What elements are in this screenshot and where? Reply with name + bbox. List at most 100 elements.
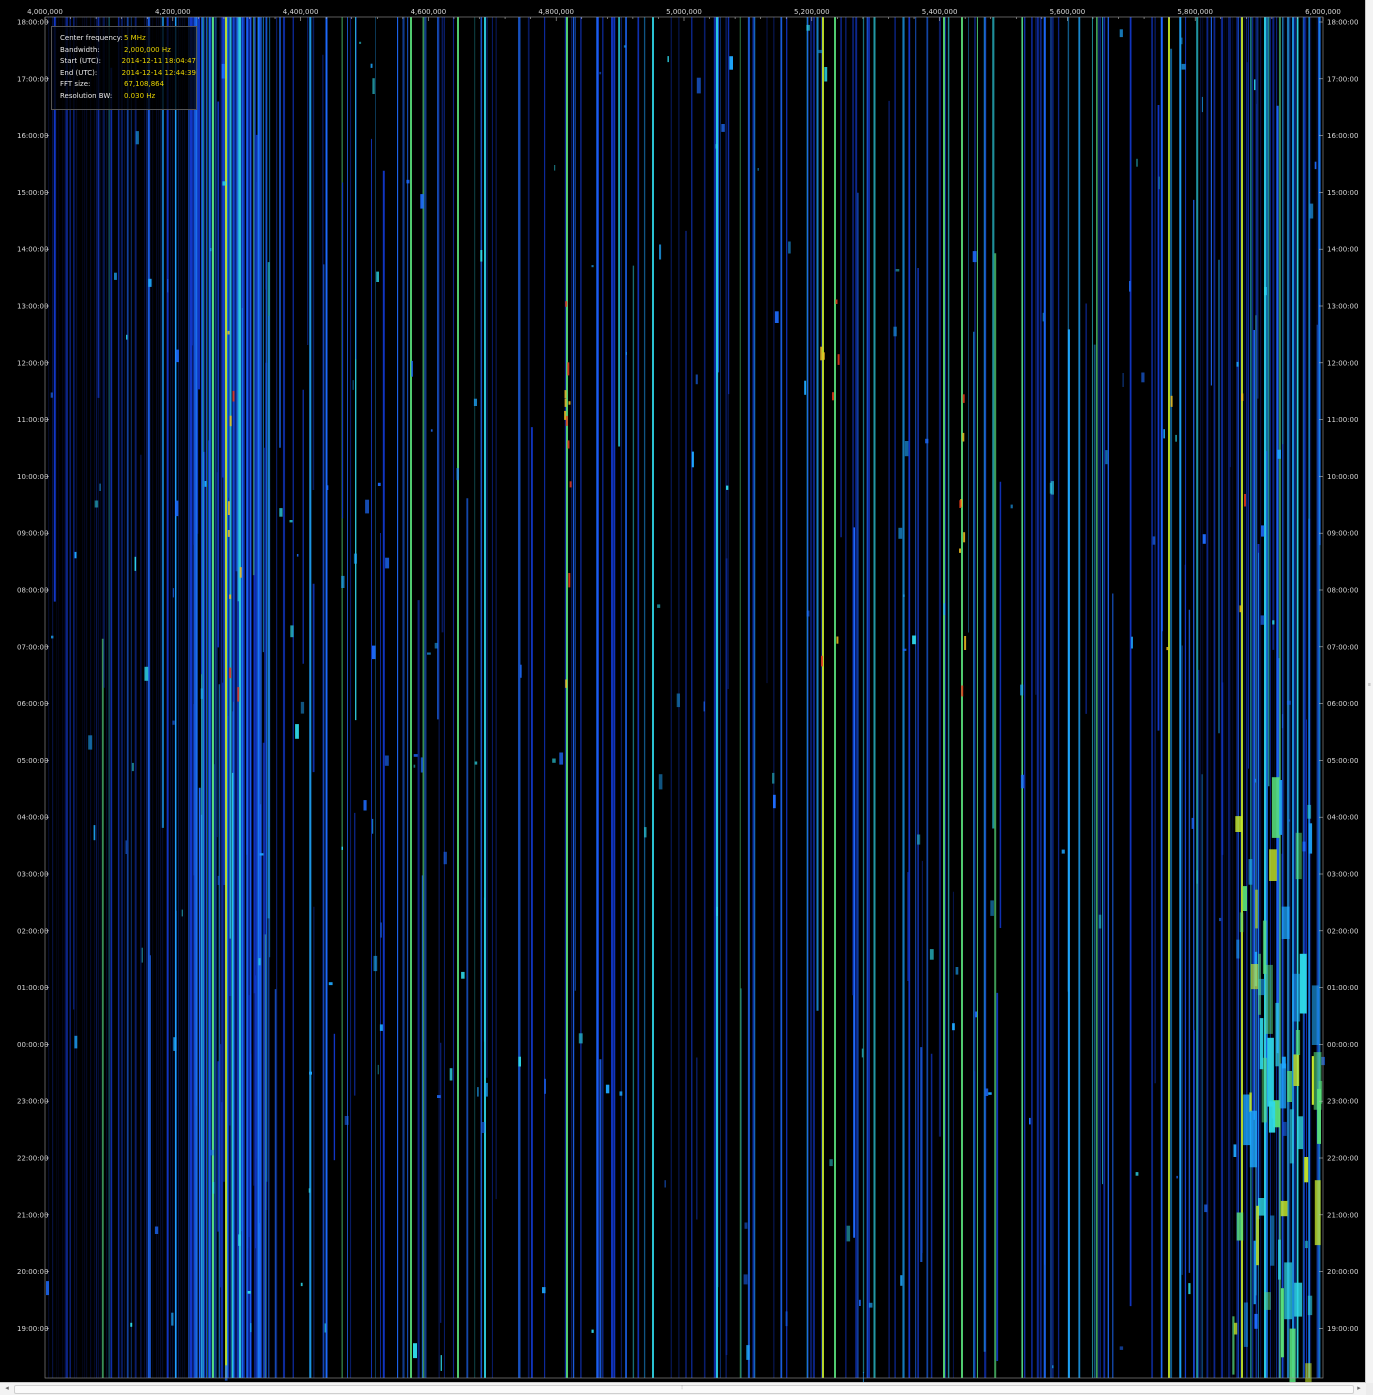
- signal-trace: [1294, 1282, 1303, 1317]
- info-value: 0.030 Hz: [124, 91, 156, 100]
- signal-trace: [1208, 17, 1210, 1378]
- signal-trace: [370, 63, 373, 68]
- horizontal-scrollbar[interactable]: ◂ ⦙ ▸: [0, 1382, 1366, 1395]
- signal-trace: [1244, 17, 1246, 1378]
- time-tick-label-left: 17:00:00: [17, 75, 48, 83]
- signal-trace: [125, 840, 127, 854]
- signal-trace: [1131, 636, 1133, 649]
- time-tick-label-left: 04:00:00: [17, 814, 48, 822]
- signal-trace: [210, 1149, 214, 1156]
- signal-trace: [623, 45, 626, 48]
- signal-trace: [1270, 1215, 1275, 1266]
- signal-trace: [46, 1281, 49, 1296]
- signal-trace: [835, 299, 838, 304]
- signal-trace: [773, 794, 776, 809]
- signal-trace: [820, 346, 823, 361]
- signal-trace: [774, 311, 779, 323]
- signal-trace: [904, 441, 909, 457]
- signal-trace: [296, 554, 299, 557]
- freq-tick-label: 5,600,000: [1050, 8, 1086, 16]
- signal-trace: [99, 483, 101, 491]
- signal-trace: [440, 1355, 442, 1371]
- signal-trace: [836, 636, 839, 644]
- signal-trace: [1098, 914, 1102, 929]
- signal-trace: [1020, 684, 1024, 696]
- scroll-grip-icon[interactable]: ≡: [1368, 682, 1371, 688]
- signal-trace: [1181, 37, 1183, 45]
- signal-trace: [135, 131, 139, 145]
- signal-trace: [1307, 1295, 1313, 1316]
- signal-trace: [146, 17, 148, 1378]
- signal-trace: [963, 532, 966, 543]
- signal-trace: [131, 762, 134, 772]
- signal-trace: [1239, 912, 1244, 933]
- freq-tick-label: 4,000,000: [27, 8, 63, 16]
- signal-trace: [955, 967, 959, 975]
- signal-trace: [518, 1056, 521, 1067]
- signal-trace: [695, 374, 698, 385]
- signal-trace: [1272, 620, 1275, 625]
- signal-trace: [1308, 823, 1313, 854]
- signal-trace: [461, 971, 465, 979]
- time-tick-label-right: 08:00:00: [1327, 587, 1358, 595]
- time-tick-label-right: 21:00:00: [1327, 1211, 1358, 1219]
- signal-trace: [120, 17, 122, 1378]
- signal-trace: [1129, 281, 1131, 292]
- freq-tick-label: 4,600,000: [411, 8, 447, 16]
- time-tick-label-left: 12:00:00: [17, 359, 48, 367]
- signal-trace: [134, 556, 137, 571]
- scroll-right-icon[interactable]: ▸: [1357, 1385, 1361, 1392]
- info-value: 67,108,864: [124, 80, 165, 89]
- signal-trace: [1234, 1322, 1238, 1335]
- signal-trace: [1236, 361, 1239, 367]
- signal-trace: [484, 1082, 488, 1097]
- signal-trace: [664, 1180, 666, 1188]
- time-tick-label-left: 21:00:00: [17, 1211, 48, 1219]
- signal-trace: [544, 1078, 546, 1094]
- signal-trace: [729, 56, 733, 70]
- time-tick-label-left: 23:00:00: [17, 1098, 48, 1106]
- time-tick-label-right: 14:00:00: [1327, 246, 1358, 254]
- info-key: Bandwidth:: [60, 45, 100, 54]
- signal-trace: [1289, 1109, 1294, 1164]
- signal-trace: [130, 1322, 133, 1327]
- signal-trace: [232, 390, 235, 402]
- time-tick-label-right: 07:00:00: [1327, 643, 1358, 651]
- time-tick-label-left: 16:00:00: [17, 132, 48, 140]
- plot-border: [44, 16, 1324, 1379]
- signal-trace: [1255, 889, 1258, 929]
- info-row-resolution-bw: Resolution BW: 0.030 Hz: [60, 91, 196, 103]
- signal-trace: [1281, 1056, 1286, 1069]
- signal-trace: [341, 846, 343, 850]
- signal-trace: [1307, 804, 1312, 819]
- signal-trace: [1230, 17, 1232, 1378]
- signal-trace: [925, 438, 929, 444]
- time-tick-label-right: 20:00:00: [1327, 1268, 1358, 1276]
- signal-trace: [1283, 1121, 1287, 1136]
- signal-trace: [480, 250, 483, 262]
- signal-trace: [238, 1234, 241, 1246]
- signal-trace: [605, 1084, 610, 1094]
- signal-trace: [259, 853, 264, 856]
- signal-trace: [227, 530, 230, 537]
- signal-trace: [353, 553, 357, 564]
- signal-trace: [559, 752, 564, 765]
- signal-trace: [221, 63, 225, 79]
- scroll-grip-icon[interactable]: ⦙: [681, 1385, 683, 1391]
- signal-trace: [1302, 841, 1306, 852]
- signal-trace: [785, 1311, 788, 1327]
- vertical-scrollbar[interactable]: ≡: [1365, 0, 1373, 1383]
- signal-trace: [569, 481, 572, 488]
- signal-trace: [236, 17, 238, 1378]
- signal-trace: [300, 701, 305, 714]
- time-tick-label-left: 02:00:00: [17, 927, 48, 935]
- horizontal-scroll-thumb[interactable]: [14, 1385, 1354, 1394]
- signal-trace: [1269, 849, 1277, 881]
- info-row-fft-size: FFT size: 67,108,864: [60, 79, 196, 91]
- signal-trace: [567, 440, 570, 449]
- scroll-left-icon[interactable]: ◂: [5, 1385, 9, 1392]
- freq-tick-label: 4,800,000: [538, 8, 574, 16]
- time-tick-label-right: 02:00:00: [1327, 927, 1358, 935]
